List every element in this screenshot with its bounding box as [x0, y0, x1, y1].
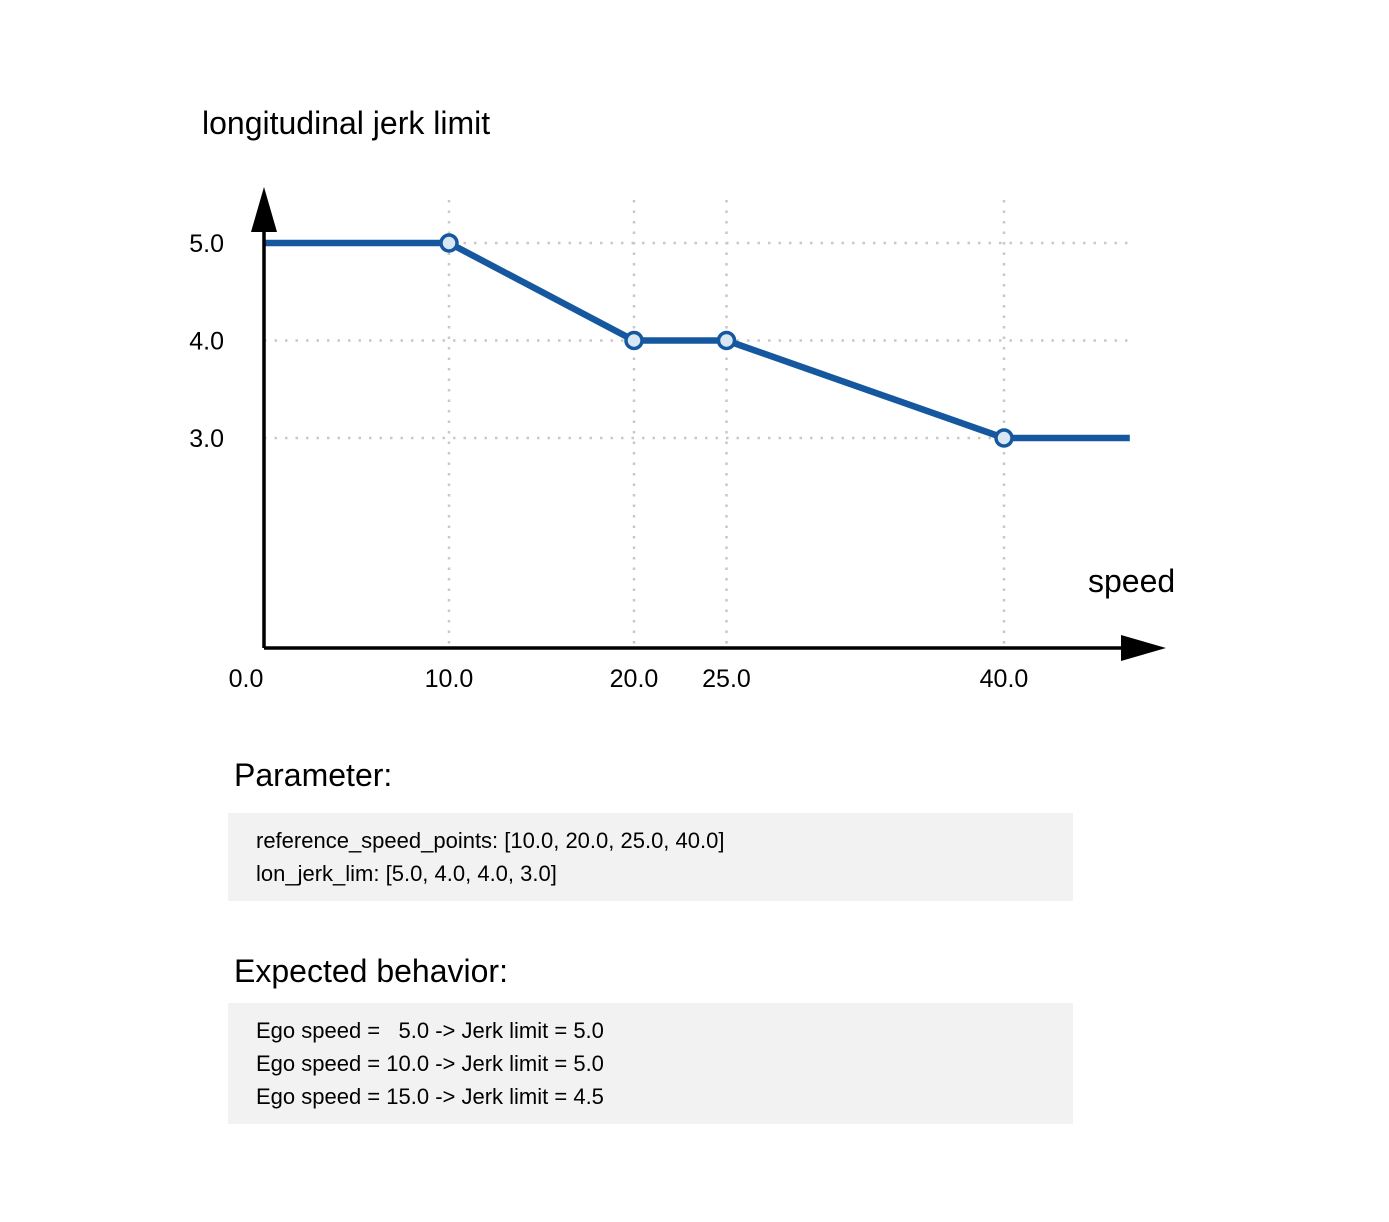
chart-svg: 0.0 10.0 20.0 25.0 40.0 5.0 4.0 3.0	[189, 187, 1166, 693]
y-tick-label: 3.0	[189, 425, 224, 453]
expected-behavior-line: Ego speed = 10.0 -> Jerk limit = 5.0	[256, 1051, 604, 1076]
data-point-marker	[994, 428, 1014, 448]
data-point-marker	[716, 330, 737, 351]
expected-behavior-heading: Expected behavior:	[234, 953, 508, 989]
x-tick-label: 10.0	[425, 665, 474, 693]
x-tick-label: 25.0	[702, 665, 751, 693]
x-tick-label: 40.0	[980, 665, 1029, 693]
parameter-line: lon_jerk_lim: [5.0, 4.0, 4.0, 3.0]	[256, 861, 557, 886]
x-axis-label: speed	[1088, 563, 1176, 599]
x-axis-arrowhead	[1121, 635, 1166, 661]
parameter-line: reference_speed_points: [10.0, 20.0, 25.…	[256, 828, 725, 853]
data-point-marker	[624, 330, 644, 351]
x-tick-label: 20.0	[610, 665, 659, 693]
expected-behavior-line: Ego speed = 15.0 -> Jerk limit = 4.5	[256, 1084, 604, 1109]
y-axis-arrowhead	[251, 187, 277, 232]
jerk-limit-line	[264, 239, 1130, 442]
parameter-heading: Parameter:	[234, 757, 393, 793]
parameter-box: reference_speed_points: [10.0, 20.0, 25.…	[228, 813, 1073, 901]
x-tick-label: 0.0	[229, 665, 264, 693]
expected-behavior-box: Ego speed = 5.0 -> Jerk limit = 5.0 Ego …	[228, 1003, 1073, 1124]
y-tick-label: 4.0	[189, 328, 224, 356]
y-tick-label: 5.0	[189, 230, 224, 258]
chart-title: longitudinal jerk limit	[202, 105, 491, 141]
data-point-marker	[439, 233, 459, 253]
expected-behavior-line: Ego speed = 5.0 -> Jerk limit = 5.0	[256, 1018, 604, 1043]
